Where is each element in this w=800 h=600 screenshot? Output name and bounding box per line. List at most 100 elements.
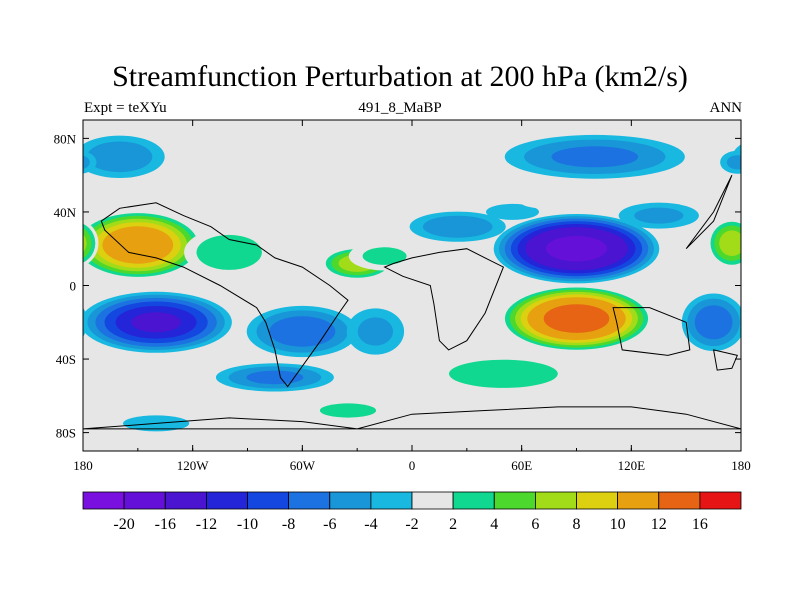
contour-band	[266, 138, 412, 176]
contour-band	[83, 234, 87, 253]
colorbar-swatch	[82, 491, 125, 510]
contour-band	[760, 226, 800, 263]
colorbar-label: -20	[113, 516, 134, 533]
contour-band	[738, 314, 741, 331]
contour-band	[83, 155, 90, 169]
contour-band	[774, 306, 800, 339]
x-tick-label: 180	[731, 458, 751, 473]
colorbar-swatch	[617, 491, 660, 510]
x-tick-label: 180	[73, 458, 93, 473]
colorbar-label: -8	[282, 516, 295, 533]
colorbar-swatch	[205, 491, 248, 510]
y-tick-label: 40N	[54, 205, 77, 220]
contour-band	[521, 196, 596, 210]
contour-band	[319, 403, 377, 418]
coastline	[383, 248, 505, 351]
contour-band	[0, 208, 25, 224]
contour-band	[546, 235, 607, 262]
contour-band	[735, 231, 741, 259]
y-tick-label: 80N	[54, 131, 77, 146]
y-tick-label: 40S	[56, 352, 76, 367]
contour-band	[83, 307, 88, 337]
contour-band	[781, 415, 800, 431]
contour-band	[196, 234, 262, 270]
coastline	[100, 202, 349, 388]
contour-band	[789, 312, 800, 332]
center-string: 491_8_MaBP	[358, 100, 442, 116]
contour-band	[86, 141, 153, 173]
contour-fill-layer	[0, 134, 800, 432]
colorbar-label: -2	[405, 516, 418, 533]
contour-band	[0, 203, 41, 229]
colorbar-swatch	[164, 491, 207, 510]
contour-band	[746, 219, 800, 271]
colorbar-label: 12	[651, 516, 667, 533]
colorbar-label: -16	[155, 516, 176, 533]
contour-band	[83, 228, 92, 259]
contour-band	[634, 207, 684, 224]
colorbar-swatch	[576, 491, 618, 510]
contour-band	[763, 302, 800, 344]
x-tick-label: 120E	[618, 458, 646, 473]
colorbar: -20 -16 -12 -10 -8 -6 -4 -2 2 4 6 8 10 12 16	[82, 491, 742, 533]
colorbar-label: 10	[610, 516, 626, 533]
chart-title: Streamfunction Perturbation at 200 hPa (…	[112, 60, 688, 93]
contour-band	[182, 393, 204, 410]
colorbar-swatch	[535, 491, 577, 510]
contour-band	[753, 298, 800, 347]
colorbar-label: -6	[323, 516, 336, 533]
colorbar-label: 2	[449, 516, 457, 533]
contour-band	[745, 295, 800, 350]
contour-band	[486, 203, 539, 220]
y-tick-label: 0	[70, 279, 77, 294]
contour-band	[246, 370, 304, 385]
contour-band	[0, 214, 1, 283]
contour-band	[726, 155, 741, 170]
contour-band	[362, 247, 407, 265]
coastline	[712, 349, 738, 371]
contour-band	[83, 381, 85, 392]
colorbar-label: 4	[490, 516, 498, 533]
colorbar-swatch	[452, 491, 495, 510]
colorbar-label: -4	[364, 516, 377, 533]
coastline	[685, 174, 733, 250]
contour-band	[269, 316, 336, 347]
contour-band	[551, 146, 639, 168]
colorbar-label: 8	[573, 516, 581, 533]
colorbar-swatch	[288, 491, 331, 510]
x-tick-label: 60W	[290, 458, 316, 473]
map-axes: 180 120W 60W 0 60E 120E 180 80N 40N 0 40S 80S	[54, 120, 751, 473]
colorbar-swatch	[658, 491, 701, 510]
contour-band	[102, 226, 174, 264]
colorbar-swatch	[493, 491, 536, 510]
contour-band	[449, 359, 558, 388]
contour-band	[702, 373, 741, 400]
contour-band	[422, 215, 493, 238]
coastline	[83, 406, 741, 430]
contour-band	[543, 304, 610, 333]
y-tick-label: 80S	[56, 426, 76, 441]
contour-band	[745, 142, 800, 173]
contour-band	[83, 151, 97, 174]
contour-band	[732, 144, 741, 170]
contour-band	[131, 312, 181, 333]
colorbar-swatch	[329, 491, 372, 510]
contour-band	[753, 222, 800, 268]
colorbar-swatch	[247, 491, 289, 510]
colorbar-swatch	[123, 491, 166, 510]
x-tick-label: 60E	[511, 458, 532, 473]
contour-band	[357, 317, 393, 346]
colorbar-label: 6	[531, 516, 539, 533]
contour-band	[694, 305, 733, 340]
x-tick-label: 120W	[177, 458, 210, 473]
coastline-layer	[83, 174, 741, 430]
contour-band	[0, 135, 27, 179]
contour-band	[0, 140, 8, 174]
colorbar-label: -10	[237, 516, 258, 533]
contour-band	[29, 299, 81, 346]
coastline	[612, 307, 691, 356]
left-string: Expt = teXYu	[84, 100, 167, 116]
colorbar-swatch	[411, 491, 454, 510]
contour-band	[719, 230, 741, 256]
